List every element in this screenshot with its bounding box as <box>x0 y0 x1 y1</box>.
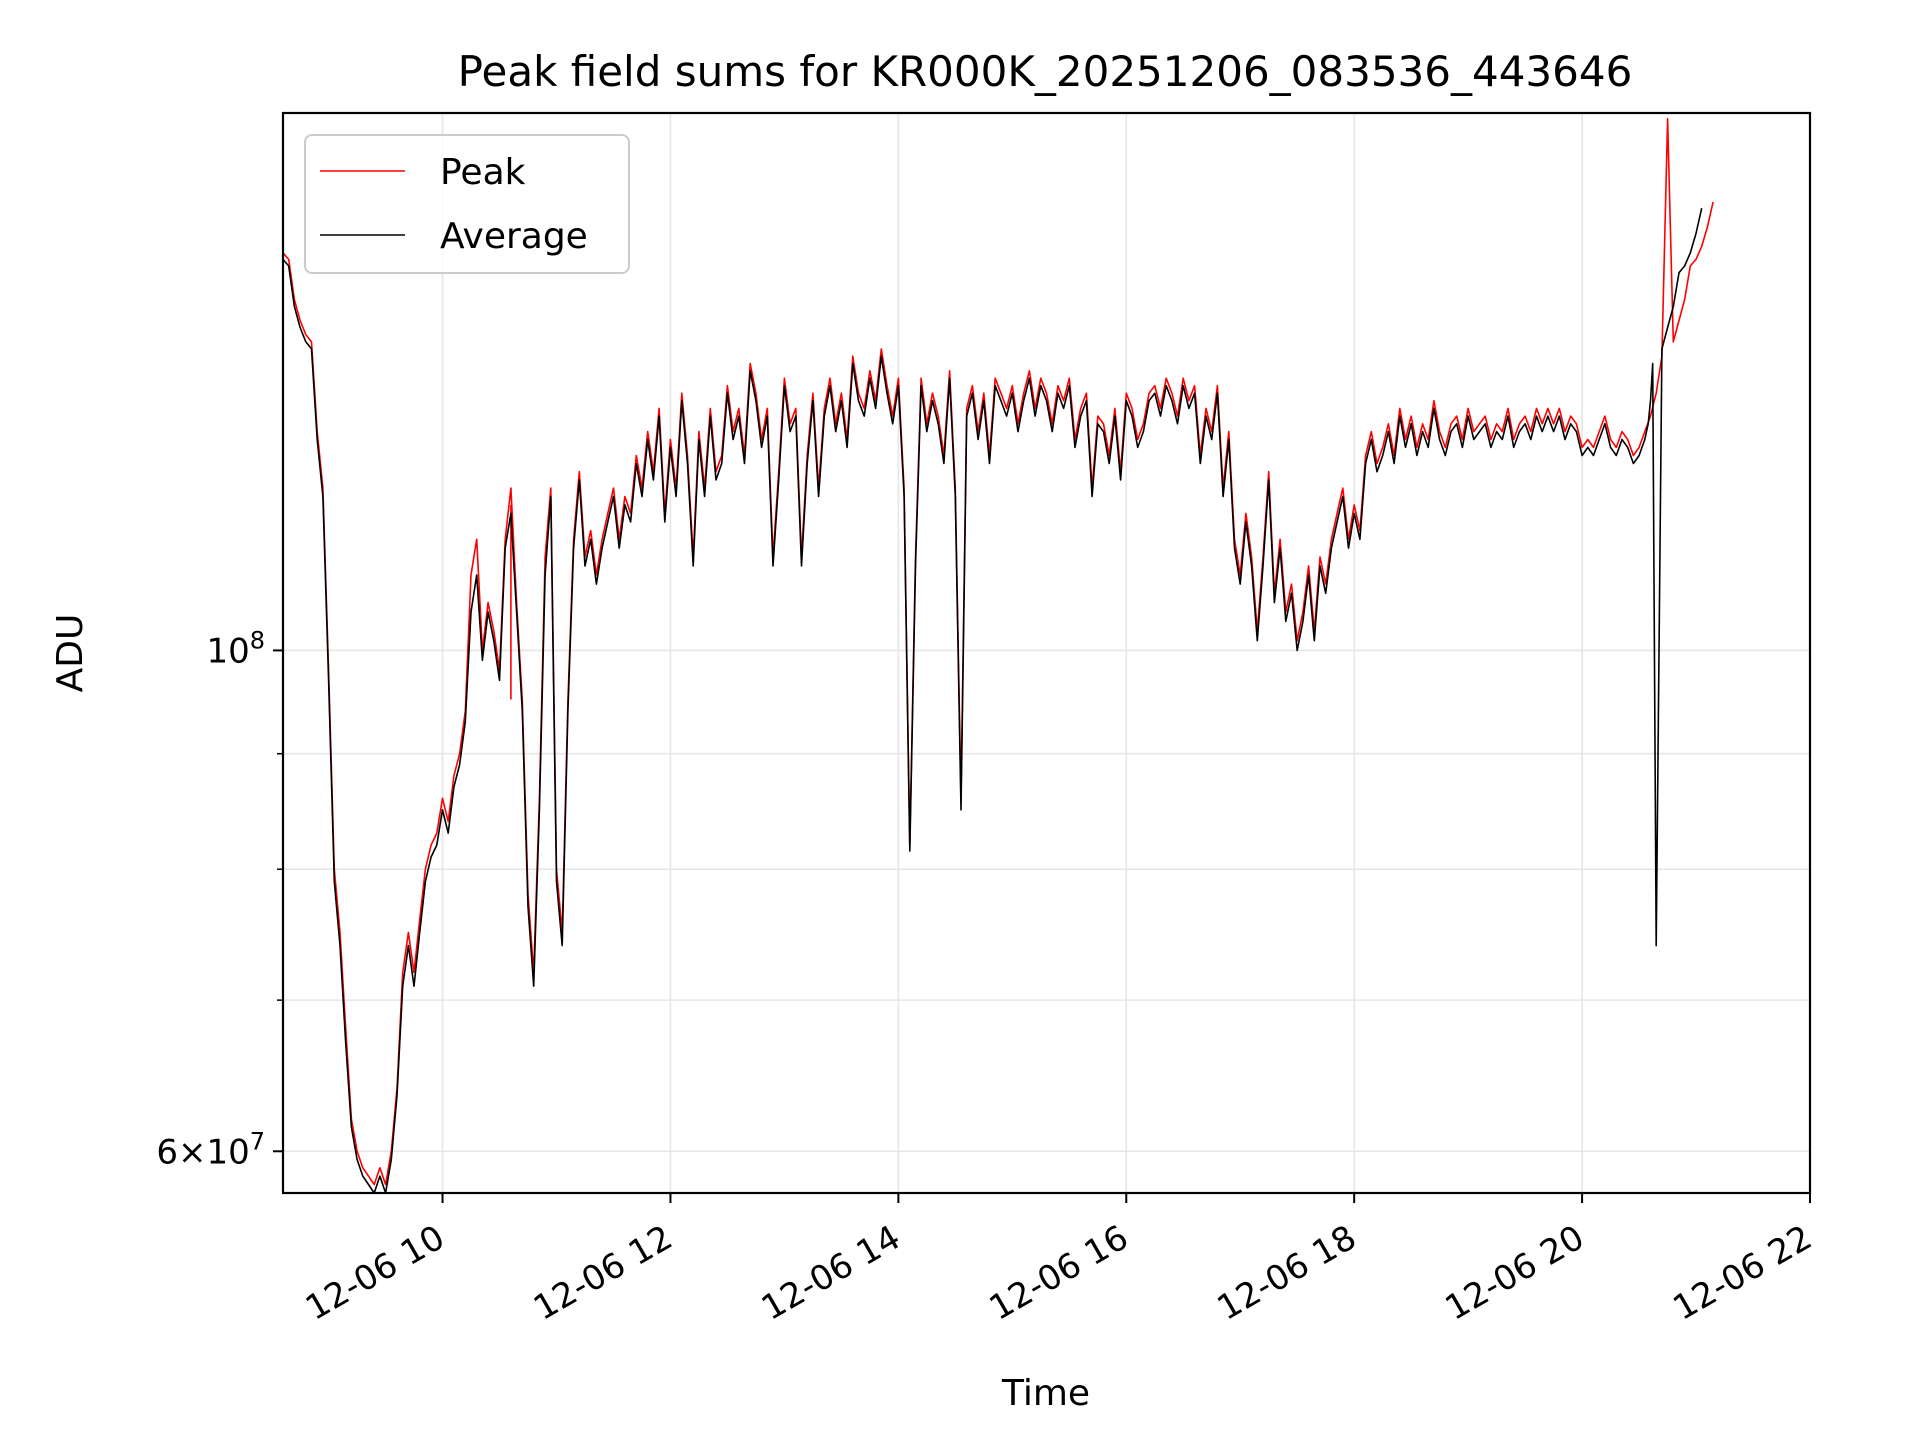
y-axis-label: ADU <box>50 614 91 693</box>
y-tick-label: 108 <box>206 626 265 671</box>
y-tick-mantissa: 6 <box>156 1132 178 1172</box>
legend: Peak Average <box>304 134 630 274</box>
y-tick-label: 6×107 <box>156 1127 265 1172</box>
y-tick-times: × <box>178 1132 207 1172</box>
x-axis-label: Time <box>1001 1373 1090 1414</box>
plot-frame <box>281 111 1812 1195</box>
series-line-average <box>282 208 1703 1194</box>
y-tick-exponent: 7 <box>250 1127 265 1155</box>
series-group <box>282 117 1714 1194</box>
y-tick-exponent: 8 <box>250 626 265 654</box>
chart-title: Peak field sums for KR000K_20251206_0835… <box>458 47 1633 96</box>
legend-average-label: Average <box>440 216 588 257</box>
legend-peak-label: Peak <box>440 152 526 193</box>
y-tick-base: 10 <box>206 1132 249 1172</box>
y-tick-base: 10 <box>206 631 249 671</box>
legend-box <box>304 134 630 274</box>
